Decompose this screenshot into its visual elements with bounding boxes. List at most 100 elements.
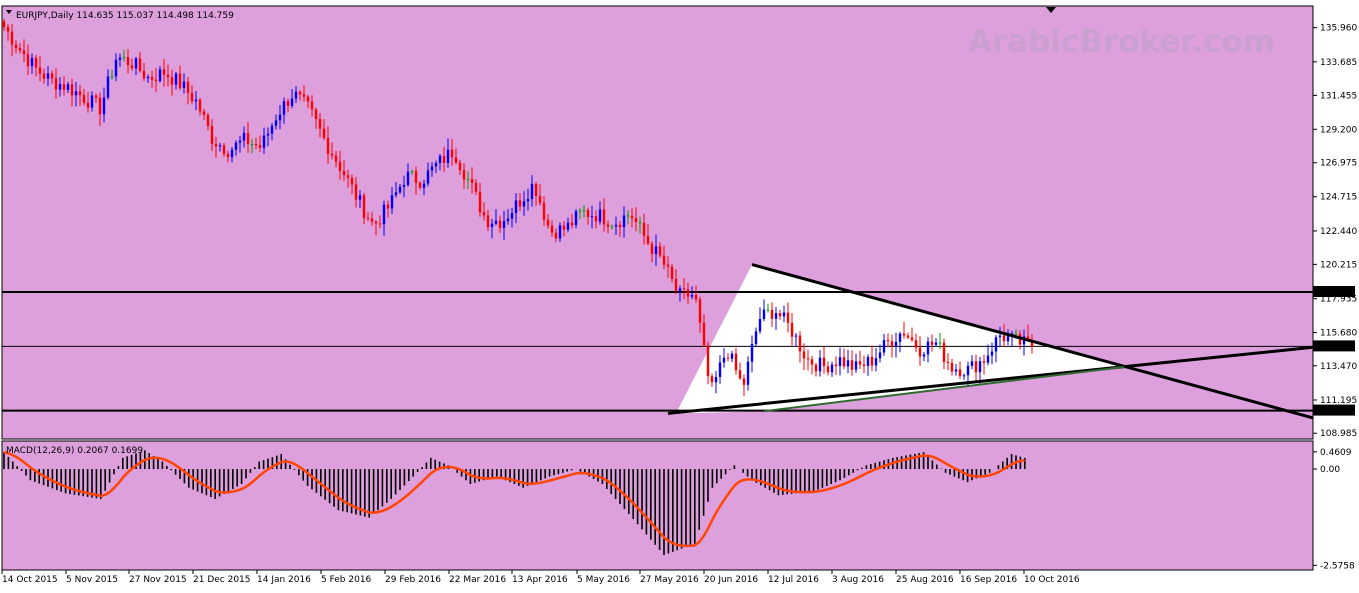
candle-body (26, 54, 30, 67)
candle-body (222, 145, 226, 154)
resistance-trendline[interactable] (751, 263, 1314, 420)
candle-body (838, 357, 842, 367)
time-axis-label: 13 Apr 2016 (512, 575, 568, 585)
macd-signal-line (3, 450, 1025, 548)
candle-body (386, 204, 390, 209)
candle-body (14, 44, 18, 49)
level-label: 110.490 (1317, 407, 1354, 417)
candle-body (738, 370, 742, 379)
candle-body (974, 361, 978, 373)
candle-body (786, 312, 790, 323)
candle-body (542, 202, 546, 220)
candle-body (58, 84, 62, 90)
shift-marker-icon[interactable] (1046, 7, 1056, 13)
candle-body (666, 264, 670, 267)
time-axis-label: 5 May 2016 (577, 575, 630, 585)
candle-body (990, 351, 994, 356)
time-axis-label: 16 Sep 2016 (960, 575, 1017, 585)
candle-body (398, 186, 402, 193)
candle-body (654, 246, 658, 255)
candle-body (42, 73, 46, 79)
candle-body (878, 352, 882, 359)
candle-body (286, 101, 290, 107)
chevron-down-icon[interactable] (6, 10, 12, 14)
price-axis-label: 126.975 (1320, 159, 1357, 169)
candle-body (474, 182, 478, 192)
candle-body (190, 92, 194, 102)
candle-body (570, 222, 574, 226)
candle-body (998, 335, 1002, 338)
price-axis-label: 129.200 (1320, 125, 1357, 135)
candle-body (274, 120, 278, 126)
candle-body (418, 182, 422, 188)
time-axis-label: 27 Nov 2015 (129, 575, 187, 585)
candle-body (458, 162, 462, 171)
candle-body (470, 179, 474, 183)
candle-body (250, 144, 254, 146)
candle-body (966, 365, 970, 376)
candle-body (350, 177, 354, 185)
candle-body (642, 222, 646, 236)
candle-body (62, 84, 66, 90)
candle-body (126, 57, 130, 66)
candle-body (634, 218, 638, 223)
candle-body (306, 96, 310, 102)
candle-body (882, 340, 886, 353)
candle-body (98, 97, 102, 115)
candle-body (186, 81, 190, 93)
symbol-info: EURJPY,Daily 114.635 115.037 114.498 114… (16, 11, 234, 21)
candle-body (446, 149, 450, 164)
price-axis-label: 124.715 (1320, 193, 1357, 203)
candle-body (910, 337, 914, 341)
candle-body (174, 73, 178, 85)
candle-body (426, 170, 430, 184)
candle-body (122, 57, 126, 59)
candle-body (150, 76, 154, 80)
time-axis-label: 21 Dec 2015 (193, 575, 251, 585)
candle-body (850, 360, 854, 370)
candle-body (422, 183, 426, 188)
time-axis-label: 3 Aug 2016 (832, 575, 884, 585)
candle-body (226, 153, 230, 158)
candle-body (578, 210, 582, 212)
candle-body (82, 95, 86, 103)
candle-body (914, 340, 918, 348)
candle-body (834, 364, 838, 367)
candle-body (482, 212, 486, 216)
level-label: 114.759 (1317, 342, 1354, 352)
candle-body (586, 210, 590, 217)
candle-body (822, 357, 826, 367)
candle-body (618, 224, 622, 228)
candle-body (954, 369, 958, 372)
time-axis-label: 10 Oct 2016 (1024, 575, 1080, 585)
candle-body (846, 360, 850, 367)
candle-body (574, 211, 578, 226)
candle-body (506, 218, 510, 222)
time-axis-label: 5 Nov 2015 (66, 575, 118, 585)
candle-body (818, 357, 822, 372)
price-axis-label: 133.685 (1320, 58, 1357, 68)
candle-body (450, 149, 454, 158)
candle-body (342, 170, 346, 176)
candle-body (522, 201, 526, 207)
candle-body (134, 58, 138, 69)
candle-body (202, 111, 206, 115)
candle-body (826, 366, 830, 373)
candle-body (322, 128, 326, 138)
candle-body (142, 71, 146, 79)
candle-body (918, 347, 922, 357)
candle-body (698, 299, 702, 323)
candle-body (982, 361, 986, 363)
support-trendline[interactable] (667, 345, 1314, 415)
candle-body (170, 77, 174, 85)
candle-body (382, 204, 386, 225)
candle-body (758, 319, 762, 332)
candle-body (66, 84, 70, 90)
candle-body (770, 309, 774, 319)
candle-body (714, 376, 718, 383)
candle-body (958, 369, 962, 377)
candle-body (290, 98, 294, 107)
candle-body (702, 322, 706, 346)
